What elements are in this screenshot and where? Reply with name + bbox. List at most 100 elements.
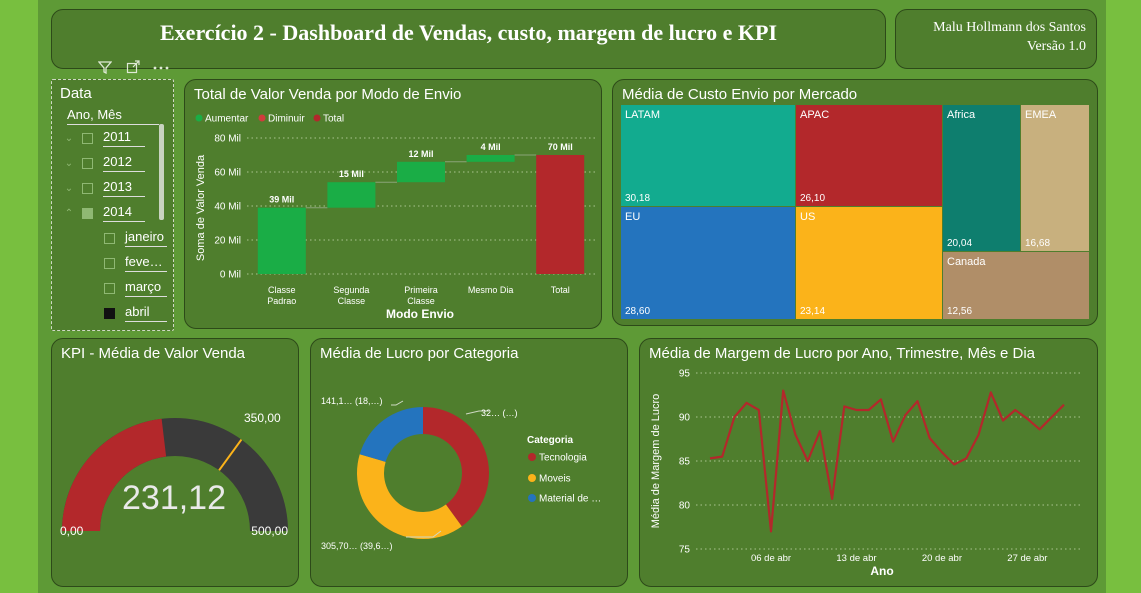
- treemap-cell-apac[interactable]: APAC 26,10: [796, 105, 942, 206]
- gauge-value-arc: [62, 418, 167, 531]
- line-chart[interactable]: Média de Margem de Lucro 95 90 85 80 75 06 de…: [640, 339, 1097, 586]
- legend-label-tecnologia: Tecnologia: [539, 453, 587, 464]
- slicer-title: Data: [60, 85, 92, 102]
- y-tick-label: 90: [679, 413, 691, 424]
- waterfall-legend: Aumentar Diminuir Total: [195, 114, 344, 125]
- checkbox[interactable]: [104, 282, 115, 294]
- dashboard-canvas: Exercício 2 - Dashboard de Vendas, custo…: [38, 0, 1106, 593]
- callout-line-tecnologia: [465, 410, 489, 415]
- slicer-item-2013[interactable]: ⌄ 2013: [62, 179, 145, 197]
- waterfall-bar[interactable]: [466, 155, 515, 162]
- slicer-item-2014[interactable]: ⌃ 2014: [62, 204, 145, 222]
- checkbox[interactable]: [104, 232, 115, 244]
- y-tick-label: 0 Mil: [220, 270, 241, 281]
- data-label: 4 Mil: [481, 142, 501, 152]
- focus-mode-icon[interactable]: [126, 60, 140, 74]
- donut-slices: [357, 407, 489, 539]
- callout-line-material: [391, 400, 404, 406]
- checkbox[interactable]: [82, 132, 93, 144]
- author-name: Malu Hollmann dos Santos: [933, 20, 1086, 35]
- x-tick-label: Classe: [268, 285, 296, 295]
- checkbox[interactable]: [104, 307, 115, 319]
- donut-slice[interactable]: [359, 407, 423, 462]
- treemap-cell-value: 26,10: [800, 193, 826, 204]
- line-x-axis-label: Ano: [870, 564, 893, 578]
- chevron-down-icon[interactable]: ⌄: [64, 182, 74, 194]
- x-tick-label: Segunda: [333, 285, 369, 295]
- donut-slice[interactable]: [357, 454, 462, 539]
- treemap-cell-us[interactable]: US 23,14: [796, 207, 942, 319]
- checkbox[interactable]: [104, 257, 115, 269]
- header-title-panel: Exercício 2 - Dashboard de Vendas, custo…: [51, 9, 886, 69]
- waterfall-bar[interactable]: [327, 182, 376, 208]
- slicer-item-marco[interactable]: março: [104, 279, 167, 297]
- waterfall-bar[interactable]: [536, 155, 585, 274]
- waterfall-bar[interactable]: [397, 161, 445, 183]
- donut-chart[interactable]: 32… (…) 141,1… (18,…) 305,70… (39,6…) Ca…: [311, 339, 627, 586]
- more-options-icon[interactable]: [152, 60, 170, 74]
- checkbox[interactable]: [82, 207, 93, 219]
- chevron-down-icon[interactable]: ⌄: [64, 132, 74, 144]
- treemap-cell-canada[interactable]: Canada 12,56: [943, 252, 1089, 319]
- slicer-item-janeiro[interactable]: janeiro: [104, 229, 167, 247]
- chevron-up-icon[interactable]: ⌃: [64, 207, 74, 219]
- slicer-item-fevereiro[interactable]: feve…: [104, 254, 167, 272]
- x-tick-label: 20 de abr: [922, 553, 962, 564]
- page-title: Exercício 2 - Dashboard de Vendas, custo…: [160, 20, 777, 45]
- line-chart-title: Média de Margem de Lucro por Ano, Trimes…: [649, 345, 1036, 362]
- slicer-item-abril[interactable]: abril: [104, 304, 167, 322]
- legend-label-total: Total: [323, 114, 344, 125]
- slicer-item-2011[interactable]: ⌄ 2011: [62, 129, 145, 147]
- legend-marker-tecnologia: [528, 453, 536, 461]
- treemap-cell-emea[interactable]: EMEA 16,68: [1021, 105, 1089, 251]
- x-tick-label: Mesmo Dia: [468, 285, 514, 295]
- legend-marker-total: [313, 114, 321, 122]
- waterfall-bar[interactable]: [257, 207, 306, 274]
- treemap-cell-label: EMEA: [1025, 109, 1057, 121]
- treemap-cell-africa[interactable]: Africa 20,04: [943, 105, 1020, 251]
- donut-legend-title: Categoria: [527, 435, 574, 446]
- treemap-cell-value: 16,68: [1025, 238, 1051, 249]
- waterfall-chart-panel: Total de Valor Venda por Modo de Envio A…: [184, 79, 602, 329]
- legend-label-material: Material de …: [539, 494, 601, 505]
- treemap-cell-value: 23,14: [800, 306, 826, 317]
- treemap[interactable]: LATAM 30,18 APAC 26,10 Africa 20,04 EMEA 16,68 E…: [621, 105, 1089, 319]
- treemap-cell-eu[interactable]: EU 28,60: [621, 207, 795, 319]
- x-tick-label: Total: [551, 285, 570, 295]
- donut-callouts: 32… (…) 141,1… (18,…) 305,70… (39,6…): [321, 396, 518, 551]
- donut-slice[interactable]: [423, 407, 489, 527]
- checkbox[interactable]: [82, 157, 93, 169]
- treemap-cell-latam[interactable]: LATAM 30,18: [621, 105, 795, 206]
- waterfall-chart-title: Total de Valor Venda por Modo de Envio: [194, 86, 462, 103]
- slicer-scrollbar[interactable]: [159, 124, 164, 220]
- checkbox[interactable]: [82, 182, 93, 194]
- kpi-title: KPI - Média de Valor Venda: [61, 345, 245, 362]
- date-slicer[interactable]: Data Ano, Mês ⌄ 2011 ⌄ 2012 ⌄ 2013 ⌃ 201…: [51, 79, 174, 331]
- y-tick-label: 85: [679, 457, 691, 468]
- filter-icon[interactable]: [97, 60, 113, 75]
- x-tick-label: Primeira: [404, 285, 438, 295]
- x-tick-label: Classe: [407, 296, 435, 306]
- slicer-item-2012[interactable]: ⌄ 2012: [62, 154, 145, 172]
- donut-chart-title: Média de Lucro por Categoria: [320, 345, 519, 362]
- gauge-min-label: 0,00: [60, 524, 84, 538]
- treemap-cell-label: EU: [625, 211, 641, 223]
- gauge-target-label: 350,00: [244, 411, 281, 425]
- chevron-down-icon[interactable]: ⌄: [64, 157, 74, 169]
- gauge-target-line: [218, 438, 243, 471]
- gauge-max-label: 500,00: [251, 524, 288, 538]
- y-tick-label: 20 Mil: [214, 236, 241, 247]
- y-tick-label: 80 Mil: [214, 134, 241, 145]
- callout-line-moveis: [406, 530, 442, 538]
- waterfall-chart[interactable]: Aumentar Diminuir Total Soma de Valor Ve…: [185, 80, 601, 328]
- version-label: Versão 1.0: [1026, 39, 1086, 54]
- x-tick-label: 06 de abr: [751, 553, 791, 564]
- treemap-panel: Média de Custo Envio por Mercado LATAM 30…: [612, 79, 1098, 326]
- treemap-title: Média de Custo Envio por Mercado: [622, 86, 858, 103]
- waterfall-y-axis-label: Soma de Valor Venda: [195, 154, 207, 261]
- treemap-cell-value: 30,18: [625, 193, 651, 204]
- treemap-cell-value: 28,60: [625, 306, 651, 317]
- legend-label-diminuir: Diminuir: [268, 114, 305, 125]
- waterfall-x-axis-label: Modo Envio: [386, 307, 454, 321]
